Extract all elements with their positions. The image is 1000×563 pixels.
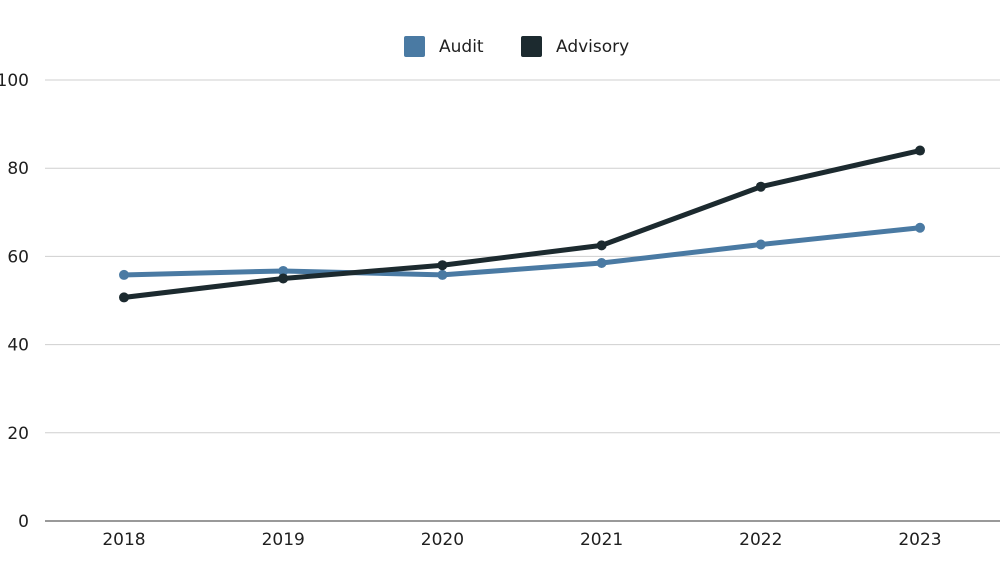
series-line (121, 148, 923, 300)
data-point (596, 240, 607, 251)
data-point (755, 239, 766, 250)
data-point (119, 292, 129, 303)
y-tick-label: 20 (7, 424, 29, 444)
series-line (121, 225, 923, 278)
x-tick-label: 2018 (102, 530, 145, 550)
x-tick-label: 2020 (421, 530, 464, 550)
x-tick-label: 2019 (262, 530, 305, 550)
legend-label: Advisory (556, 37, 629, 57)
x-tick-label: 2022 (739, 530, 782, 550)
legend: Audit Advisory (404, 36, 629, 57)
legend-label: Audit (439, 37, 484, 57)
y-tick-label: 0 (18, 512, 29, 532)
data-point (755, 181, 766, 192)
series (119, 145, 925, 303)
y-tick-label: 60 (7, 247, 29, 267)
data-point (915, 222, 925, 233)
data-point (437, 260, 448, 271)
grid (45, 79, 1000, 522)
y-tick-label: 40 (7, 336, 29, 356)
legend-swatch (404, 36, 425, 57)
data-point (437, 269, 448, 280)
y-tick-label: 100 (0, 71, 29, 91)
y-tick-label: 80 (7, 159, 29, 179)
data-point (278, 265, 289, 276)
series-audit (119, 222, 925, 280)
series-advisory (119, 145, 925, 303)
x-tick-label: 2023 (898, 530, 941, 550)
legend-item-advisory: Advisory (521, 36, 629, 57)
data-point (278, 273, 289, 284)
data-point (596, 258, 607, 269)
x-tick-label: 2021 (580, 530, 623, 550)
x-axis-ticks: 2018 2019 2020 2021 2022 2023 (102, 530, 941, 550)
data-point (915, 145, 925, 156)
legend-swatch (521, 36, 542, 57)
legend-item-audit: Audit (404, 36, 484, 57)
data-point (119, 269, 129, 280)
y-axis-ticks: 0 20 40 60 80 100 (0, 71, 29, 532)
